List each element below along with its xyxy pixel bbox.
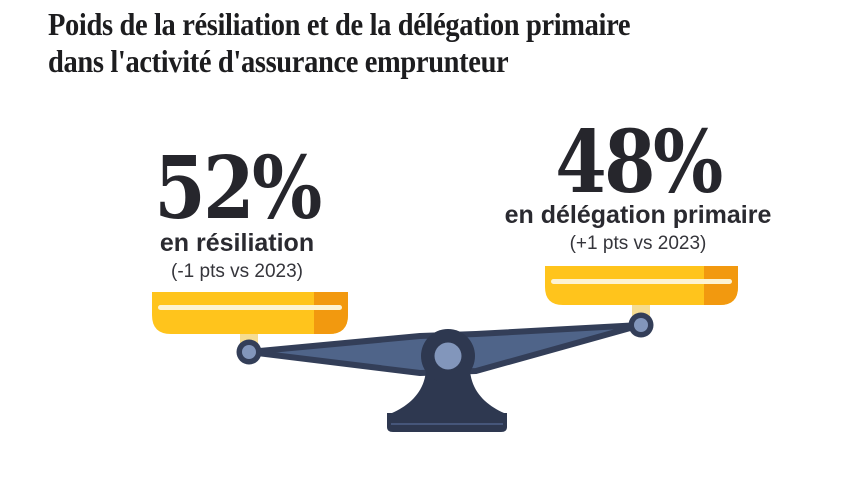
- left-pan-stripe: [158, 305, 342, 310]
- right-stat-note: (+1 pts vs 2023): [569, 233, 707, 254]
- left-pan-body: [152, 292, 348, 334]
- right-pivot: [628, 312, 654, 338]
- left-pan: [152, 292, 348, 334]
- left-pivot-pin: [242, 345, 256, 359]
- left-stat-block: 52% en résiliation (-1 pts vs 2023): [77, 146, 397, 282]
- center-hub-pin: [434, 342, 462, 370]
- title-line-1: Poids de la résiliation et de la délégat…: [48, 6, 631, 42]
- right-pan: [545, 266, 738, 305]
- right-pan-stripe: [551, 279, 732, 284]
- left-stat-note: (-1 pts vs 2023): [171, 261, 303, 282]
- left-stat-value: 52%: [154, 138, 322, 239]
- left-pan-shade: [314, 292, 348, 334]
- right-pan-body: [545, 266, 738, 305]
- title-line-2: dans l'activité d'assurance emprunteur: [48, 43, 509, 79]
- right-pan-shade: [704, 266, 738, 305]
- right-stat-label: en délégation primaire: [504, 201, 772, 229]
- page-title: Poids de la résiliation et de la délégat…: [48, 6, 631, 80]
- pedestal-bell: [392, 362, 504, 413]
- pedestal: [387, 329, 507, 432]
- right-stat-block: 48% en délégation primaire (+1 pts vs 20…: [458, 120, 818, 254]
- right-pivot-pin: [634, 318, 648, 332]
- left-pivot: [236, 339, 262, 365]
- right-stat-value: 48%: [555, 112, 723, 213]
- left-stat-label: en résiliation: [159, 229, 315, 257]
- pedestal-foot: [387, 413, 507, 432]
